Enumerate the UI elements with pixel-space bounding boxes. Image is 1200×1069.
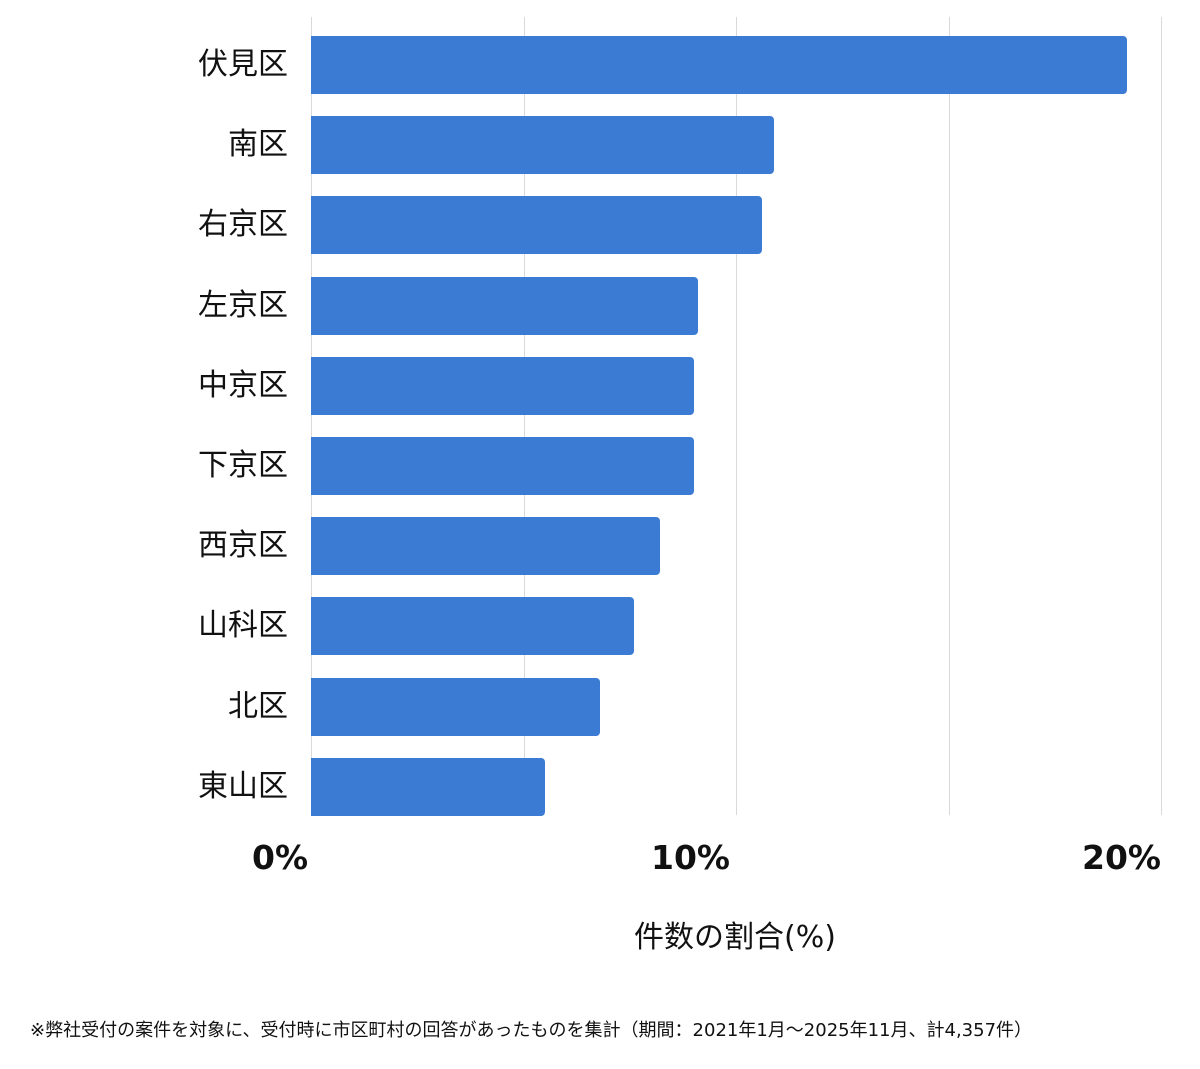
x-axis-title: 件数の割合(%) <box>634 920 836 955</box>
category-label: 中京区 <box>198 367 288 403</box>
gridline <box>948 17 950 815</box>
bar-row: 山科区 <box>0 597 1200 656</box>
x-tick-0: 0% <box>252 838 309 877</box>
bar-row: 右京区 <box>0 196 1200 255</box>
x-tick-20: 20% <box>1082 838 1161 877</box>
bar <box>311 116 775 175</box>
category-label: 下京区 <box>198 448 288 483</box>
category-label: 伏見区 <box>198 47 288 82</box>
bar-row: 南区 <box>0 116 1200 175</box>
bar-row: 下京区 <box>0 437 1200 495</box>
gridline <box>523 17 525 815</box>
bar <box>311 597 634 656</box>
bar-row: 伏見区 <box>0 36 1200 94</box>
bar-row: 西京区 <box>0 517 1200 576</box>
category-label: 北区 <box>228 688 288 724</box>
bar <box>311 276 698 335</box>
bar-row: 北区 <box>0 677 1200 736</box>
category-label: 西京区 <box>198 528 288 564</box>
bar <box>311 757 545 816</box>
category-label: 東山区 <box>198 768 288 804</box>
bar-row: 左京区 <box>0 276 1200 335</box>
bar-row: 中京区 <box>0 356 1200 415</box>
bar <box>311 36 1127 94</box>
bar <box>311 196 762 255</box>
bar <box>311 517 660 576</box>
gridline <box>736 17 737 815</box>
bar <box>311 437 694 495</box>
category-label: 南区 <box>228 127 288 163</box>
category-label: 山科区 <box>198 608 288 644</box>
gridline <box>311 17 312 815</box>
bar <box>311 356 694 415</box>
bar <box>311 677 600 736</box>
bar-row: 東山区 <box>0 757 1200 816</box>
category-label: 右京区 <box>198 207 288 243</box>
footnote: ※弊社受付の案件を対象に、受付時に市区町村の回答があったものを集計（期間：202… <box>30 1020 1033 1041</box>
gridline <box>1161 17 1162 815</box>
x-tick-10: 10% <box>651 838 730 877</box>
category-label: 左京区 <box>198 287 288 323</box>
